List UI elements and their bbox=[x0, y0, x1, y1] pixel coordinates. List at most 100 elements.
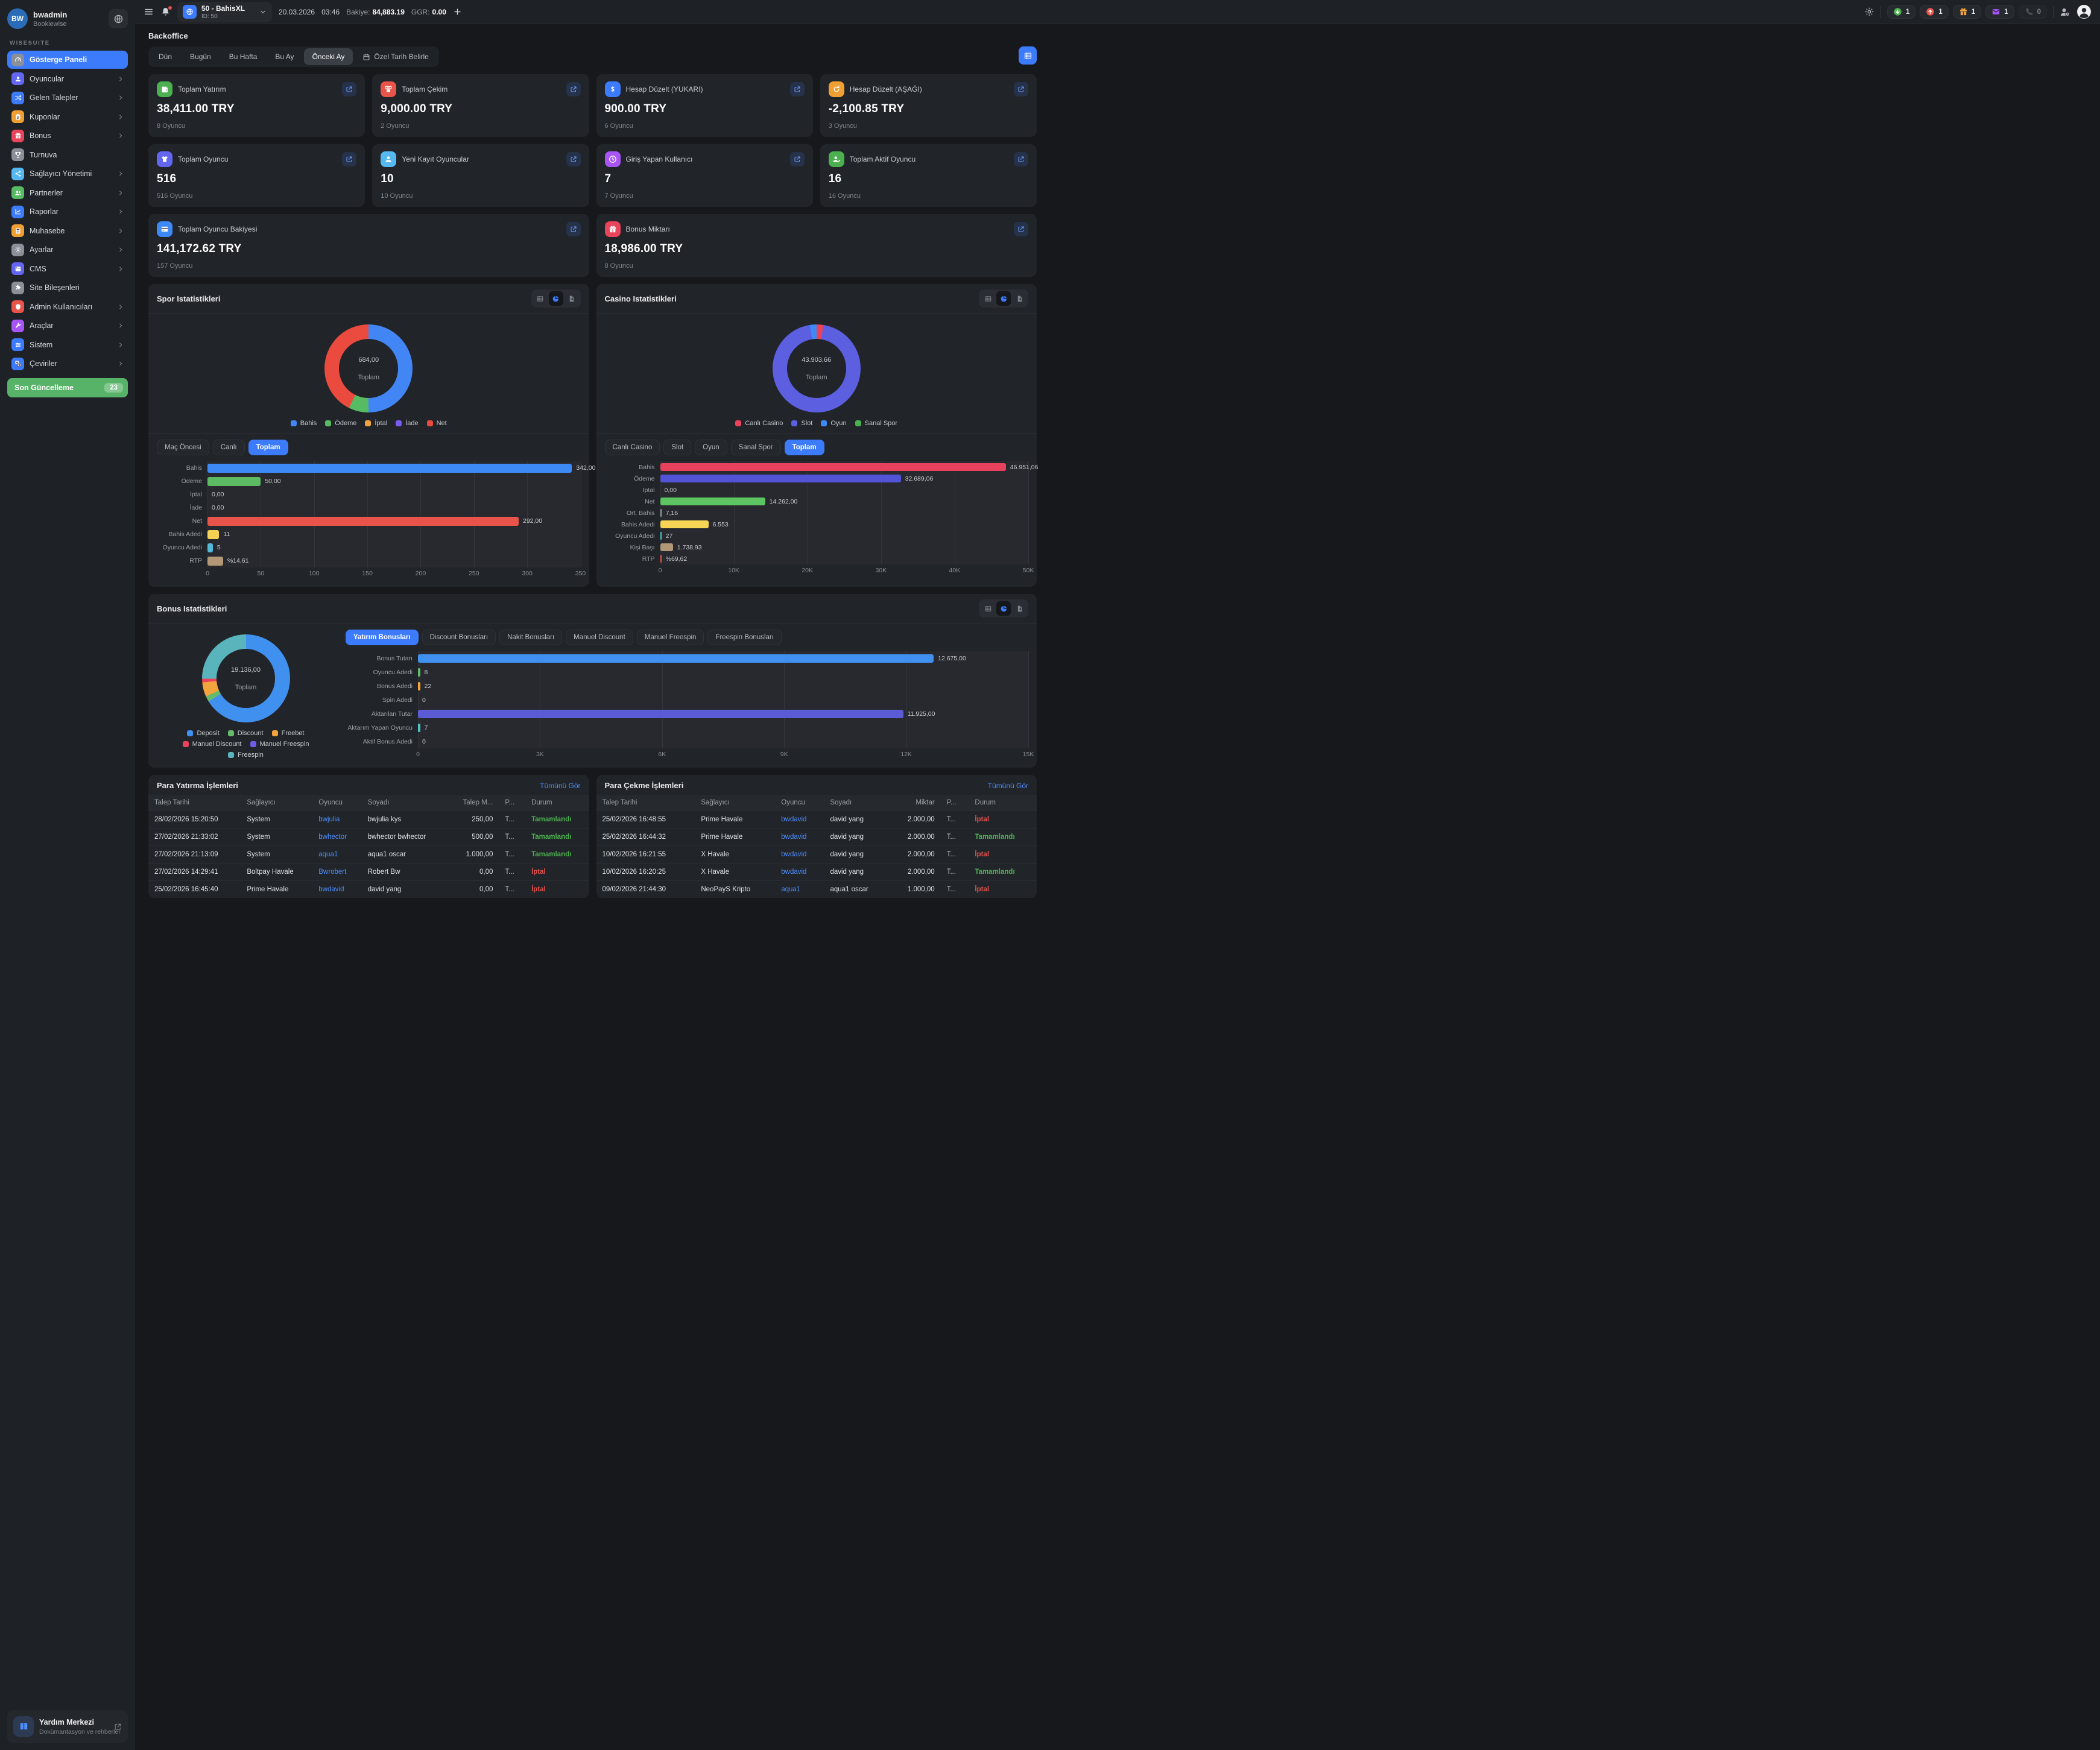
column-header-p[interactable]: P... bbox=[946, 799, 957, 806]
casino-tab-slot[interactable]: Slot bbox=[663, 440, 692, 455]
sidebar-item-bonus[interactable]: Bonus bbox=[7, 127, 128, 145]
table-view-icon-button[interactable] bbox=[533, 291, 548, 306]
column-header-oyuncu[interactable]: Oyuncu bbox=[781, 799, 805, 806]
export-icon-button[interactable] bbox=[1012, 601, 1026, 616]
filter-tab-nceki-ay[interactable]: Önceki Ay bbox=[303, 48, 353, 65]
legend-item-net[interactable]: Net bbox=[426, 420, 447, 427]
column-header-talep-m[interactable]: Talep M... bbox=[463, 799, 493, 806]
legend-item-bahis[interactable]: Bahis bbox=[290, 420, 317, 427]
column-header-p[interactable]: P... bbox=[505, 799, 515, 806]
sidebar-item-ara-lar[interactable]: Araçlar bbox=[7, 317, 128, 335]
pie-view-icon-button[interactable] bbox=[996, 601, 1011, 616]
open-detail-button[interactable] bbox=[566, 152, 581, 166]
table-view-button[interactable] bbox=[1019, 46, 1037, 65]
legend-item-deposit[interactable]: Deposit bbox=[187, 730, 220, 737]
language-button[interactable] bbox=[109, 9, 128, 28]
table-row[interactable]: 25/02/2026 16:44:32 Prime Havale bwdavid da… bbox=[596, 828, 1037, 846]
bonus-tab-yat-r-m-bonuslar[interactable]: Yatırım Bonusları bbox=[346, 630, 419, 645]
column-header-talep-tarihi[interactable]: Talep Tarihi bbox=[154, 799, 189, 806]
filter-tab-d-n[interactable]: Dün bbox=[150, 48, 180, 65]
filter-tab-bug-n[interactable]: Bugün bbox=[182, 48, 220, 65]
bonus-tab-manuel-discount[interactable]: Manuel Discount bbox=[566, 630, 633, 645]
site-selector[interactable]: 50 - BahisXL ID: 50 bbox=[177, 1, 273, 22]
sport-tab-ma-ncesi[interactable]: Maç Öncesi bbox=[157, 440, 209, 455]
column-header-sa-lay-c[interactable]: Sağlayıcı bbox=[701, 799, 730, 806]
bonus-tab-discount-bonuslar[interactable]: Discount Bonusları bbox=[422, 630, 496, 645]
filter-tab-bu-hafta[interactable]: Bu Hafta bbox=[221, 48, 266, 65]
table-row[interactable]: 27/02/2026 21:13:09 System aqua1 aqua1 osca… bbox=[148, 845, 589, 864]
cell-player-link[interactable]: bwdavid bbox=[775, 863, 824, 881]
pie-view-icon-button[interactable] bbox=[996, 291, 1011, 306]
settings-button[interactable] bbox=[1864, 7, 1874, 17]
legend-item-i-ade[interactable]: İade bbox=[396, 420, 419, 427]
table-row[interactable]: 10/02/2026 16:21:55 X Havale bwdavid david … bbox=[596, 845, 1037, 864]
sidebar-item-kuponlar[interactable]: Kuponlar bbox=[7, 108, 128, 126]
table-row[interactable]: 25/02/2026 16:45:40 Prime Havale bwdavid da… bbox=[148, 880, 589, 898]
filter-tab-bu-ay[interactable]: Bu Ay bbox=[267, 48, 302, 65]
cell-player-link[interactable]: bwhector bbox=[312, 828, 362, 846]
cell-player-link[interactable]: bwdavid bbox=[312, 880, 362, 898]
casino-tab-canl-casino[interactable]: Canlı Casino bbox=[604, 440, 660, 455]
sidebar-item-raporlar[interactable]: Raporlar bbox=[7, 203, 128, 221]
sidebar-item-sa-lay-c-y-netimi[interactable]: Sağlayıcı Yönetimi bbox=[7, 165, 128, 183]
legend-item-canl-casino[interactable]: Canlı Casino bbox=[735, 420, 783, 427]
column-header-sa-lay-c[interactable]: Sağlayıcı bbox=[247, 799, 276, 806]
open-detail-button[interactable] bbox=[789, 82, 805, 96]
sport-tab-canl[interactable]: Canlı bbox=[212, 440, 245, 455]
table-row[interactable]: 10/02/2026 16:20:25 X Havale bwdavid david … bbox=[596, 863, 1037, 881]
legend-item-slot[interactable]: Slot bbox=[791, 420, 812, 427]
gift-badge[interactable]: 1 bbox=[1952, 5, 1982, 19]
open-detail-button[interactable] bbox=[789, 152, 805, 166]
add-button[interactable] bbox=[453, 7, 462, 16]
bonus-tab-freespin-bonuslar[interactable]: Freespin Bonusları bbox=[707, 630, 782, 645]
table-row[interactable]: 25/02/2026 16:48:55 Prime Havale bwdavid da… bbox=[596, 810, 1037, 829]
table-view-icon-button[interactable] bbox=[981, 291, 995, 306]
legend-item-discount[interactable]: Discount bbox=[227, 730, 264, 737]
view-all-link[interactable]: Tümünü Gör bbox=[987, 781, 1028, 790]
column-header-miktar[interactable]: Miktar bbox=[916, 799, 935, 806]
table-row[interactable]: 09/02/2026 21:44:30 NeoPayS Kripto aqua1 aq… bbox=[596, 880, 1037, 898]
notifications-button[interactable] bbox=[160, 6, 172, 17]
bonus-tab-nakit-bonuslar[interactable]: Nakit Bonusları bbox=[499, 630, 563, 645]
help-center[interactable]: Yardım Merkezi Dokümantasyon ve rehberle… bbox=[7, 1710, 128, 1743]
arrow-up-circle-badge[interactable]: 1 bbox=[1920, 5, 1949, 19]
open-detail-button[interactable] bbox=[342, 82, 357, 96]
sidebar-item-ayarlar[interactable]: Ayarlar bbox=[7, 241, 128, 259]
open-detail-button[interactable] bbox=[1014, 82, 1028, 96]
column-header-oyuncu[interactable]: Oyuncu bbox=[318, 799, 343, 806]
legend-item-i-ptal[interactable]: İptal bbox=[365, 420, 387, 427]
pie-view-icon-button[interactable] bbox=[548, 291, 563, 306]
sport-tab-toplam[interactable]: Toplam bbox=[248, 440, 288, 455]
sidebar-item-turnuva[interactable]: Turnuva bbox=[7, 146, 128, 164]
export-icon-button[interactable] bbox=[565, 291, 579, 306]
legend-item-sanal-spor[interactable]: Sanal Spor bbox=[855, 420, 897, 427]
user-sessions-button[interactable] bbox=[2060, 7, 2070, 17]
column-header-soyad[interactable]: Soyadı bbox=[830, 799, 852, 806]
sidebar-item-partnerler[interactable]: Partnerler bbox=[7, 184, 128, 202]
sidebar-item-cms[interactable]: CMS bbox=[7, 260, 128, 278]
cell-player-link[interactable]: bwjulia bbox=[312, 810, 362, 829]
sidebar-item-sistem[interactable]: Sistem bbox=[7, 336, 128, 354]
open-detail-button[interactable] bbox=[342, 152, 357, 166]
last-update-button[interactable]: Son Güncelleme 23 bbox=[7, 378, 128, 397]
casino-tab-toplam[interactable]: Toplam bbox=[784, 440, 824, 455]
view-all-link[interactable]: Tümünü Gör bbox=[540, 781, 581, 790]
open-detail-button[interactable] bbox=[566, 82, 581, 96]
legend-item-freespin[interactable]: Freespin bbox=[228, 751, 264, 759]
account-button[interactable] bbox=[2076, 4, 2092, 19]
export-icon-button[interactable] bbox=[1012, 291, 1026, 306]
open-detail-button[interactable] bbox=[566, 222, 581, 236]
phone-badge[interactable]: 0 bbox=[2018, 5, 2047, 19]
custom-date-tab[interactable]: Özel Tarih Belirle bbox=[354, 48, 437, 65]
sidebar-item-muhasebe[interactable]: Muhasebe bbox=[7, 222, 128, 240]
bonus-tab-manuel-freespin[interactable]: Manuel Freespin bbox=[636, 630, 704, 645]
cell-player-link[interactable]: Bwrobert bbox=[312, 863, 362, 881]
open-detail-button[interactable] bbox=[1014, 222, 1028, 236]
sidebar-item-gelen-talepler[interactable]: Gelen Talepler bbox=[7, 89, 128, 107]
cell-player-link[interactable]: aqua1 bbox=[775, 880, 824, 898]
cell-player-link[interactable]: aqua1 bbox=[312, 845, 362, 864]
column-header-soyad[interactable]: Soyadı bbox=[367, 799, 390, 806]
legend-item-freebet[interactable]: Freebet bbox=[271, 730, 305, 737]
cell-player-link[interactable]: bwdavid bbox=[775, 845, 824, 864]
column-header-talep-tarihi[interactable]: Talep Tarihi bbox=[602, 799, 637, 806]
